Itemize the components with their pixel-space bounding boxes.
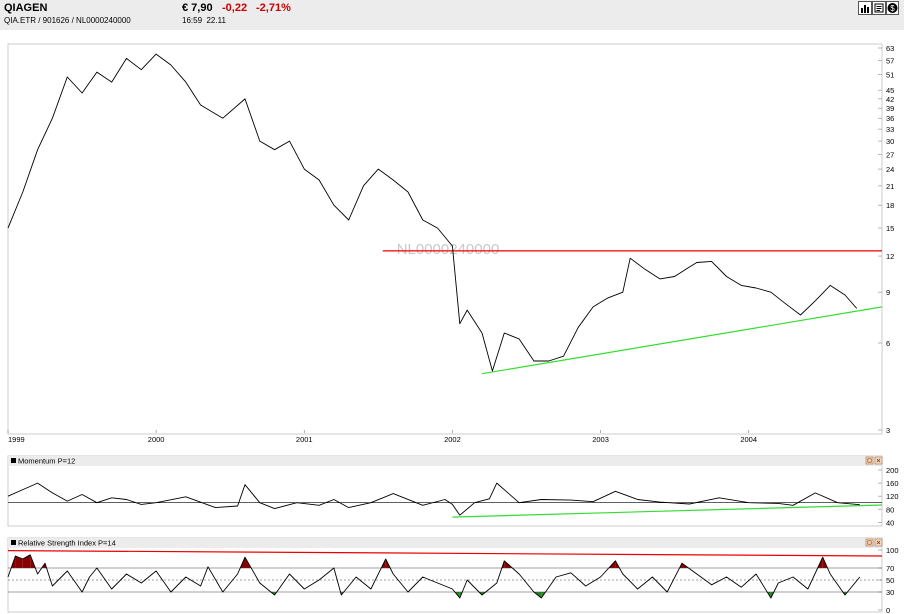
price-change-percent: -2,71%: [256, 2, 291, 14]
rsi-trend-line: [7, 550, 883, 557]
price-y-tick-label: 63: [886, 44, 894, 53]
price-panel: NL0000240000 635751454239363330272421181…: [7, 43, 894, 444]
rsi-panel-frame: [7, 537, 883, 613]
price-y-tick-label: 36: [886, 114, 894, 123]
price-y-tick-label: 39: [886, 104, 894, 113]
rsi-y-tick-label: 100: [886, 546, 899, 555]
price-change: -0,22: [222, 2, 248, 14]
price-y-tick-label: 30: [886, 137, 894, 146]
rsi-y-tick-label: 0: [886, 606, 890, 614]
rsi-series-line: [7, 554, 861, 599]
svg-text:$: $: [890, 4, 895, 13]
rsi-overbought-fill: [15, 556, 23, 568]
momentum-close-button[interactable]: [874, 456, 883, 465]
security-name: QIAGEN: [4, 2, 48, 14]
momentum-panel-title: Momentum P=12: [18, 457, 75, 466]
rsi-panel-titlebar: [8, 538, 882, 548]
rsi-trend-lines: [7, 550, 883, 557]
price-trend-line: [481, 306, 883, 375]
rsi-series: [7, 554, 861, 599]
momentum-legend-marker: [11, 458, 16, 463]
news-icon[interactable]: [872, 1, 886, 15]
last-price: € 7,90: [182, 2, 213, 14]
price-y-tick-label: 6: [886, 339, 890, 348]
price-y-tick-label: 45: [886, 86, 894, 95]
price-trend-lines: [382, 250, 883, 375]
price-y-tick-label: 33: [886, 125, 894, 134]
price-series-line: [7, 53, 858, 372]
price-y-tick-label: 27: [886, 150, 894, 159]
price-y-tick-label: 51: [886, 71, 894, 80]
x-tick-label: 2000: [148, 435, 165, 444]
dollar-icon[interactable]: $: [886, 1, 899, 15]
x-tick-label: 2001: [296, 435, 313, 444]
momentum-trend-lines: [452, 504, 883, 518]
rsi-maximize-button[interactable]: [865, 538, 874, 547]
rsi-legend-marker: [11, 540, 16, 545]
rsi-y-tick-label: 70: [886, 564, 894, 573]
quote-time: 16:59 22.11: [182, 16, 226, 25]
price-y-tick-label: 24: [886, 165, 894, 174]
rsi-panel-title: Relative Strength Index P=14: [18, 539, 116, 548]
exchange-line: QIA.ETR / 901626 / NL0000240000: [4, 16, 131, 25]
rsi-y-tick-label: 50: [886, 576, 894, 585]
bar-chart-icon[interactable]: [858, 1, 872, 15]
price-y-tick-label: 9: [886, 288, 890, 297]
x-tick-label: 2002: [444, 435, 461, 444]
chart-area: NL0000240000 635751454239363330272421181…: [0, 30, 904, 614]
momentum-y-tick-label: 80: [886, 505, 894, 514]
price-y-tick-label: 15: [886, 224, 894, 233]
price-y-tick-label: 18: [886, 201, 894, 210]
momentum-panel: Momentum P=12 200 160 120 80 40: [7, 455, 899, 527]
chart-watermark: NL0000240000: [397, 241, 500, 258]
price-series: [7, 53, 858, 372]
price-y-tick-label: 21: [886, 182, 894, 191]
momentum-y-tick-label: 160: [886, 479, 899, 488]
quote-date-value: 22.11: [206, 16, 226, 25]
price-panel-frame: [7, 43, 883, 435]
price-y-tick-label: 3: [886, 426, 890, 435]
rsi-y-axis: 100 70 50 30 0: [8, 546, 899, 614]
price-y-tick-label: 42: [886, 95, 894, 104]
momentum-y-tick-label: 200: [886, 466, 899, 475]
x-tick-label: 2004: [740, 435, 757, 444]
momentum-series: [7, 482, 860, 516]
momentum-y-tick-label: 40: [886, 518, 894, 527]
price-y-tick-label: 12: [886, 252, 894, 261]
momentum-series-line: [7, 482, 860, 516]
quote-time-value: 16:59: [182, 16, 203, 25]
momentum-trend-line: [452, 504, 883, 518]
price-y-tick-label: 57: [886, 57, 894, 66]
momentum-panel-titlebar: [8, 456, 882, 466]
momentum-maximize-button[interactable]: [865, 456, 874, 465]
rsi-panel: Relative Strength Index P=14 100 70 50 30 0: [7, 537, 899, 614]
x-tick-label: 2003: [592, 435, 609, 444]
rsi-close-button[interactable]: [874, 538, 883, 547]
momentum-y-tick-label: 120: [886, 492, 899, 501]
quote-header: QIAGEN QIA.ETR / 901626 / NL0000240000 €…: [0, 0, 904, 31]
momentum-panel-frame: [7, 455, 883, 527]
rsi-y-tick-label: 30: [886, 588, 894, 597]
price-x-axis: 1999 2000 2001 2002 2003 2004: [7, 430, 757, 444]
x-tick-label: 1999: [8, 435, 25, 444]
